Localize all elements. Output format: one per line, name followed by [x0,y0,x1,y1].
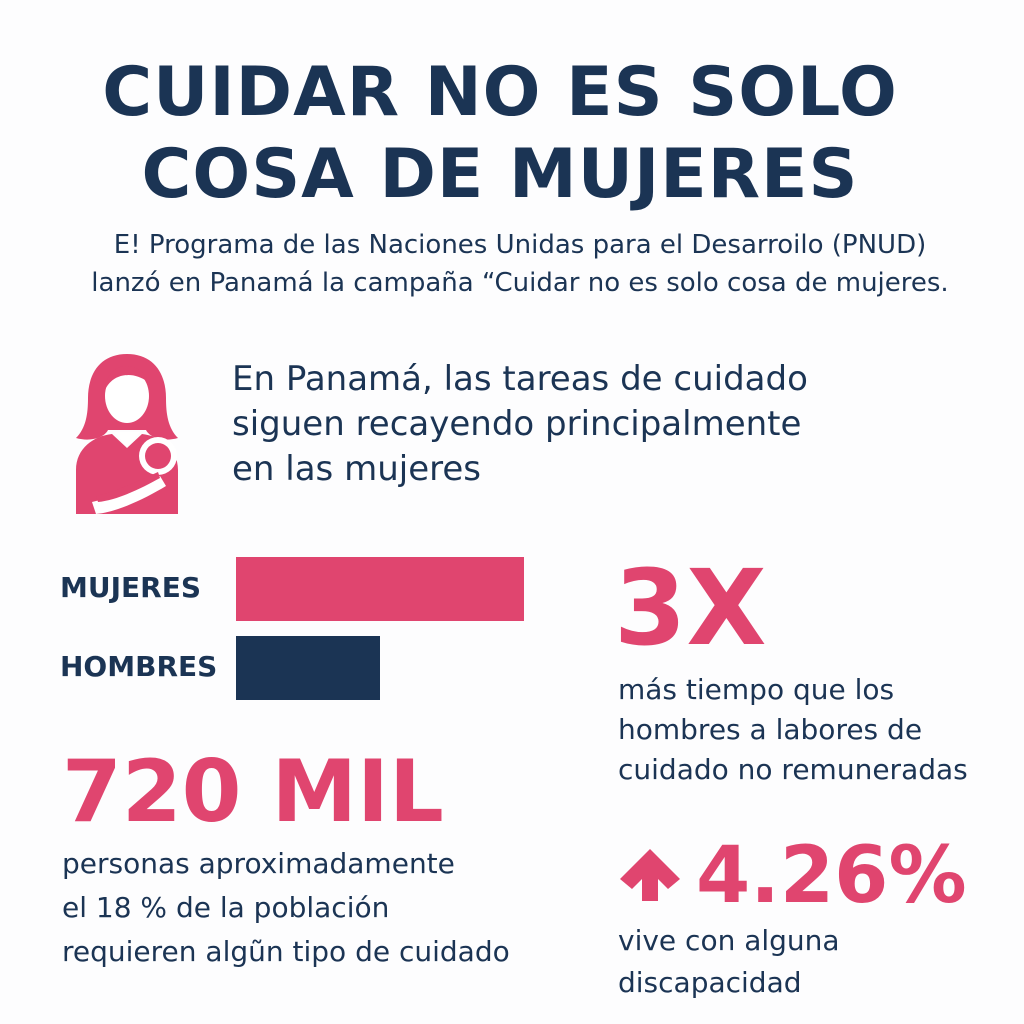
people-line-2: el 18 % de la población [62,891,390,924]
intro-line-3: en las mujeres [232,449,481,489]
disability-line-1: vive con alguna [618,924,840,957]
page-title: CUIDAR NO ES SOLO COSA DE MUJERES [0,52,1000,216]
ratio-value: 3X [614,547,767,669]
disability-value: 4.26% [696,831,967,921]
ratio-line-1: más tiempo que los [618,673,895,706]
people-line-1: personas aproximadamente [62,847,455,880]
subtitle-line-2: lanzó en Panamá la campaña “Cuidar no es… [91,268,949,298]
subtitle-line-1: E! Programa de las Naciones Unidas para … [113,230,927,260]
people-description: personas aproximadamente el 18 % de la p… [62,842,510,974]
title-line-1: CUIDAR NO ES SOLO [102,53,898,132]
title-line-2: COSA DE MUJERES [141,135,859,214]
subtitle: E! Programa de las Naciones Unidas para … [20,226,1020,302]
intro-text: En Panamá, las tareas de cuidado siguen … [232,357,932,492]
intro-line-2: siguen recayendo principalmente [232,404,802,444]
people-value: 720 MIL [62,742,444,842]
disability-description: vive con alguna discapacidad [618,920,840,1004]
people-line-3: requieren algũn tipo de cuidado [62,935,510,968]
bar-label-hombres: HOMBRES [60,650,218,683]
mother-holding-baby-icon [76,354,178,514]
bar-mujeres [236,557,524,621]
bar-label-mujeres: MUJERES [60,571,201,604]
bar-hombres [236,636,380,700]
intro-line-1: En Panamá, las tareas de cuidado [232,359,808,399]
disability-line-2: discapacidad [618,966,802,999]
arrow-up-icon [620,849,680,901]
ratio-line-2: hombres a labores de [618,713,923,746]
ratio-description: más tiempo que los hombres a labores de … [618,670,968,790]
ratio-line-3: cuidado no remuneradas [618,753,968,786]
